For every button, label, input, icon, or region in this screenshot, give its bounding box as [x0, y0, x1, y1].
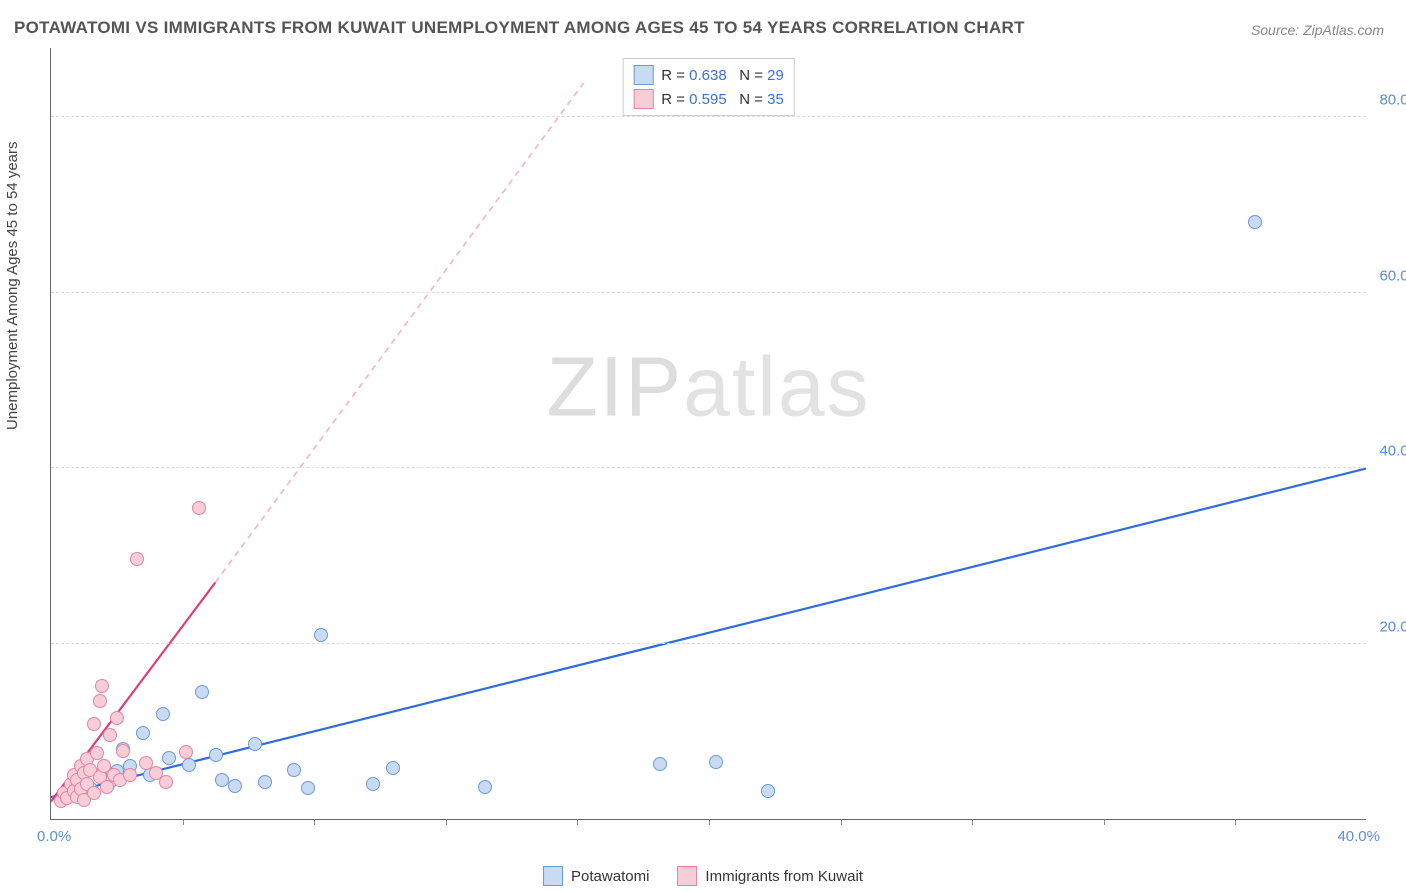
data-point — [215, 773, 229, 787]
y-tick-label: 40.0% — [1379, 443, 1406, 460]
watermark-a: ZIP — [546, 340, 683, 434]
x-tick-mark — [841, 819, 842, 825]
x-tick-mark — [314, 819, 315, 825]
legend-swatch — [633, 89, 653, 109]
data-point — [90, 746, 104, 760]
watermark-b: atlas — [683, 340, 870, 434]
legend-stats-text: R = 0.638 N = 29 — [661, 67, 784, 84]
x-tick-end: 40.0% — [1337, 828, 1380, 845]
data-point — [87, 786, 101, 800]
data-point — [366, 777, 380, 791]
watermark: ZIPatlas — [546, 339, 870, 436]
data-point — [95, 679, 109, 693]
data-point — [130, 552, 144, 566]
data-point — [228, 779, 242, 793]
data-point — [192, 501, 206, 515]
trend-line-extension — [215, 83, 583, 582]
data-point — [116, 744, 130, 758]
stats-legend-row: R = 0.595 N = 35 — [633, 87, 784, 111]
data-point — [103, 728, 117, 742]
data-point — [162, 751, 176, 765]
data-point — [87, 717, 101, 731]
legend-swatch — [633, 65, 653, 85]
data-point — [287, 763, 301, 777]
chart-container: POTAWATOMI VS IMMIGRANTS FROM KUWAIT UNE… — [0, 0, 1406, 892]
data-point — [709, 755, 723, 769]
stats-legend-row: R = 0.638 N = 29 — [633, 63, 784, 87]
grid-line — [51, 467, 1366, 468]
legend-stats-text: R = 0.595 N = 35 — [661, 91, 784, 108]
series-legend: Potawatomi Immigrants from Kuwait — [543, 866, 863, 886]
data-point — [100, 780, 114, 794]
data-point — [301, 781, 315, 795]
data-point — [93, 694, 107, 708]
grid-line — [51, 643, 1366, 644]
data-point — [248, 737, 262, 751]
data-point — [258, 775, 272, 789]
data-point — [386, 761, 400, 775]
chart-title: POTAWATOMI VS IMMIGRANTS FROM KUWAIT UNE… — [14, 18, 1025, 38]
x-tick-mark — [972, 819, 973, 825]
legend-item: Potawatomi — [543, 866, 649, 886]
data-point — [156, 707, 170, 721]
legend-label: Immigrants from Kuwait — [705, 868, 863, 885]
legend-item: Immigrants from Kuwait — [677, 866, 863, 886]
data-point — [123, 768, 137, 782]
data-point — [136, 726, 150, 740]
data-point — [159, 775, 173, 789]
x-tick-mark — [1235, 819, 1236, 825]
data-point — [761, 784, 775, 798]
x-tick-mark — [709, 819, 710, 825]
data-point — [182, 758, 196, 772]
data-point — [209, 748, 223, 762]
trend-lines — [51, 48, 1366, 819]
x-tick-mark — [446, 819, 447, 825]
data-point — [1248, 215, 1262, 229]
legend-swatch — [677, 866, 697, 886]
grid-line — [51, 292, 1366, 293]
legend-label: Potawatomi — [571, 868, 649, 885]
legend-swatch — [543, 866, 563, 886]
x-tick-mark — [577, 819, 578, 825]
x-tick-mark — [183, 819, 184, 825]
plot-area: ZIPatlas R = 0.638 N = 29 R = 0.595 N = 3… — [50, 48, 1366, 820]
source-attribution: Source: ZipAtlas.com — [1251, 22, 1384, 38]
grid-line — [51, 116, 1366, 117]
data-point — [195, 685, 209, 699]
x-tick-mark — [1104, 819, 1105, 825]
data-point — [653, 757, 667, 771]
y-tick-label: 80.0% — [1379, 92, 1406, 109]
data-point — [110, 711, 124, 725]
stats-legend: R = 0.638 N = 29 R = 0.595 N = 35 — [622, 58, 795, 116]
data-point — [179, 745, 193, 759]
y-tick-label: 20.0% — [1379, 618, 1406, 635]
data-point — [314, 628, 328, 642]
y-axis-label: Unemployment Among Ages 45 to 54 years — [4, 141, 21, 430]
data-point — [478, 780, 492, 794]
x-tick-start: 0.0% — [37, 828, 71, 845]
y-tick-label: 60.0% — [1379, 267, 1406, 284]
